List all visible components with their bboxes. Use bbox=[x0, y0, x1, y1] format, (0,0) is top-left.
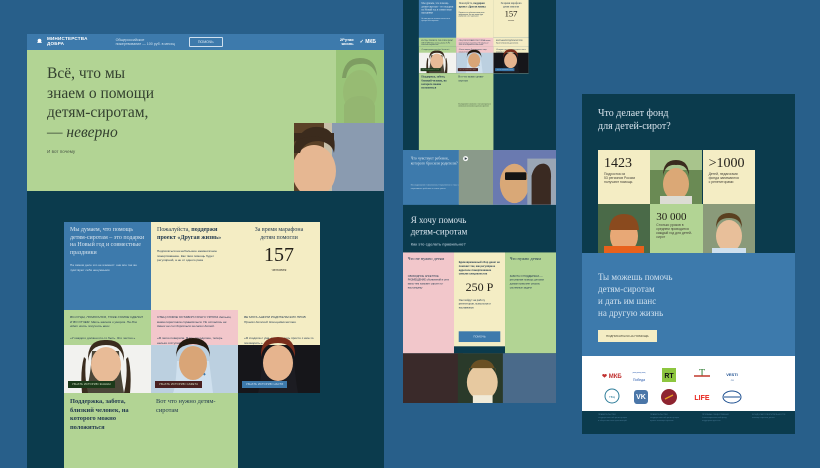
svg-text:RT: RT bbox=[664, 373, 674, 380]
svg-text:ТВЦ: ТВЦ bbox=[609, 395, 616, 399]
svg-text:LIFE: LIFE bbox=[694, 395, 709, 402]
svg-text:❤ МКБ: ❤ МКБ bbox=[602, 374, 622, 380]
svg-text:T: T bbox=[699, 368, 705, 379]
svg-text:⌒⌒⌒: ⌒⌒⌒ bbox=[632, 372, 646, 377]
svg-text:VK: VK bbox=[636, 394, 646, 401]
svg-text:Победа: Победа bbox=[633, 378, 645, 382]
svg-text:VESTI: VESTI bbox=[726, 372, 738, 377]
svg-text:.ru: .ru bbox=[730, 378, 734, 382]
